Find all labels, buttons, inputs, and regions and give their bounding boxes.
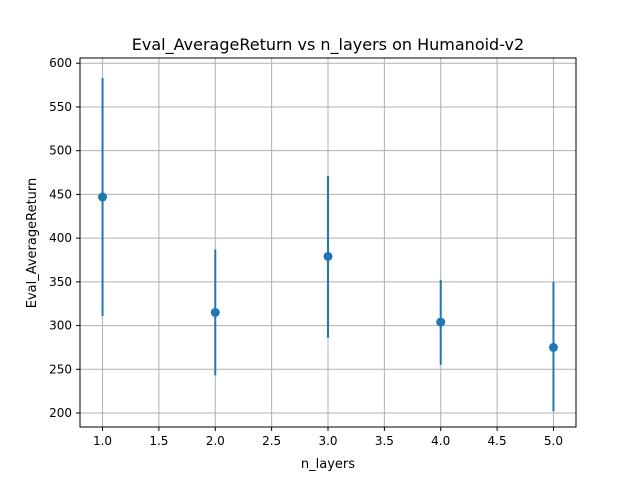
data-point <box>98 192 108 202</box>
y-tick-label: 200 <box>49 406 72 420</box>
x-tick-label: 3.5 <box>375 434 394 448</box>
x-tick-label: 3.0 <box>318 434 337 448</box>
x-tick-label: 2.5 <box>262 434 281 448</box>
axis-ticks: 1.0 1.5 2.0 2.5 3.0 3.5 4.0 4.5 5.0 200 250 300 350 4… <box>49 56 563 448</box>
chart-title: Eval_AverageReturn vs n_layers on Humano… <box>132 35 524 55</box>
x-tick-label: 1.5 <box>149 434 168 448</box>
data-series <box>98 78 558 412</box>
data-point <box>548 342 558 352</box>
y-tick-label: 550 <box>49 100 72 114</box>
x-tick-label: 2.0 <box>206 434 225 448</box>
y-tick-label: 350 <box>49 275 72 289</box>
y-tick-label: 300 <box>49 319 72 333</box>
y-tick-label: 450 <box>49 187 72 201</box>
x-axis-label: n_layers <box>301 457 355 472</box>
y-tick-label: 250 <box>49 362 72 376</box>
x-tick-label: 4.0 <box>431 434 450 448</box>
data-point <box>210 307 220 317</box>
y-tick-label: 600 <box>49 56 72 70</box>
x-tick-label: 1.0 <box>93 434 112 448</box>
x-tick-label: 4.5 <box>488 434 507 448</box>
y-tick-label: 400 <box>49 231 72 245</box>
y-tick-label: 500 <box>49 144 72 158</box>
data-point <box>323 251 333 261</box>
data-point <box>436 317 446 327</box>
plot-frame <box>79 57 577 428</box>
y-axis-label: Eval_AverageReturn <box>25 178 40 309</box>
x-tick-label: 5.0 <box>544 434 563 448</box>
